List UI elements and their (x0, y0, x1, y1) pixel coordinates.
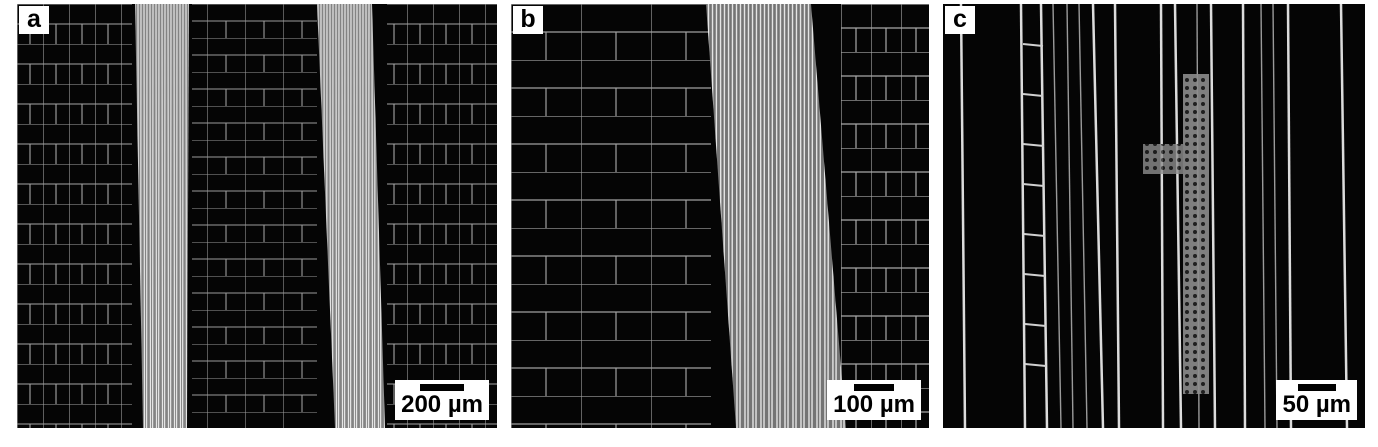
scale-label-a: 200 µm (401, 391, 483, 418)
panel-b: b 100 µm (511, 4, 929, 428)
scale-bar-c: 50 µm (1276, 380, 1357, 420)
micrograph-a (17, 4, 497, 428)
micrograph-c (943, 4, 1365, 428)
scale-label-b: 100 µm (833, 391, 915, 418)
panel-label-b: b (513, 6, 543, 34)
scale-bar-a: 200 µm (395, 380, 489, 420)
panel-a: a 200 µm (17, 4, 497, 428)
scale-label-c: 50 µm (1282, 391, 1351, 418)
panel-c: c 50 µm (943, 4, 1365, 428)
scale-bar-b: 100 µm (827, 380, 921, 420)
micrograph-b (511, 4, 929, 428)
panel-label-a: a (19, 6, 49, 34)
panel-label-c: c (945, 6, 975, 34)
